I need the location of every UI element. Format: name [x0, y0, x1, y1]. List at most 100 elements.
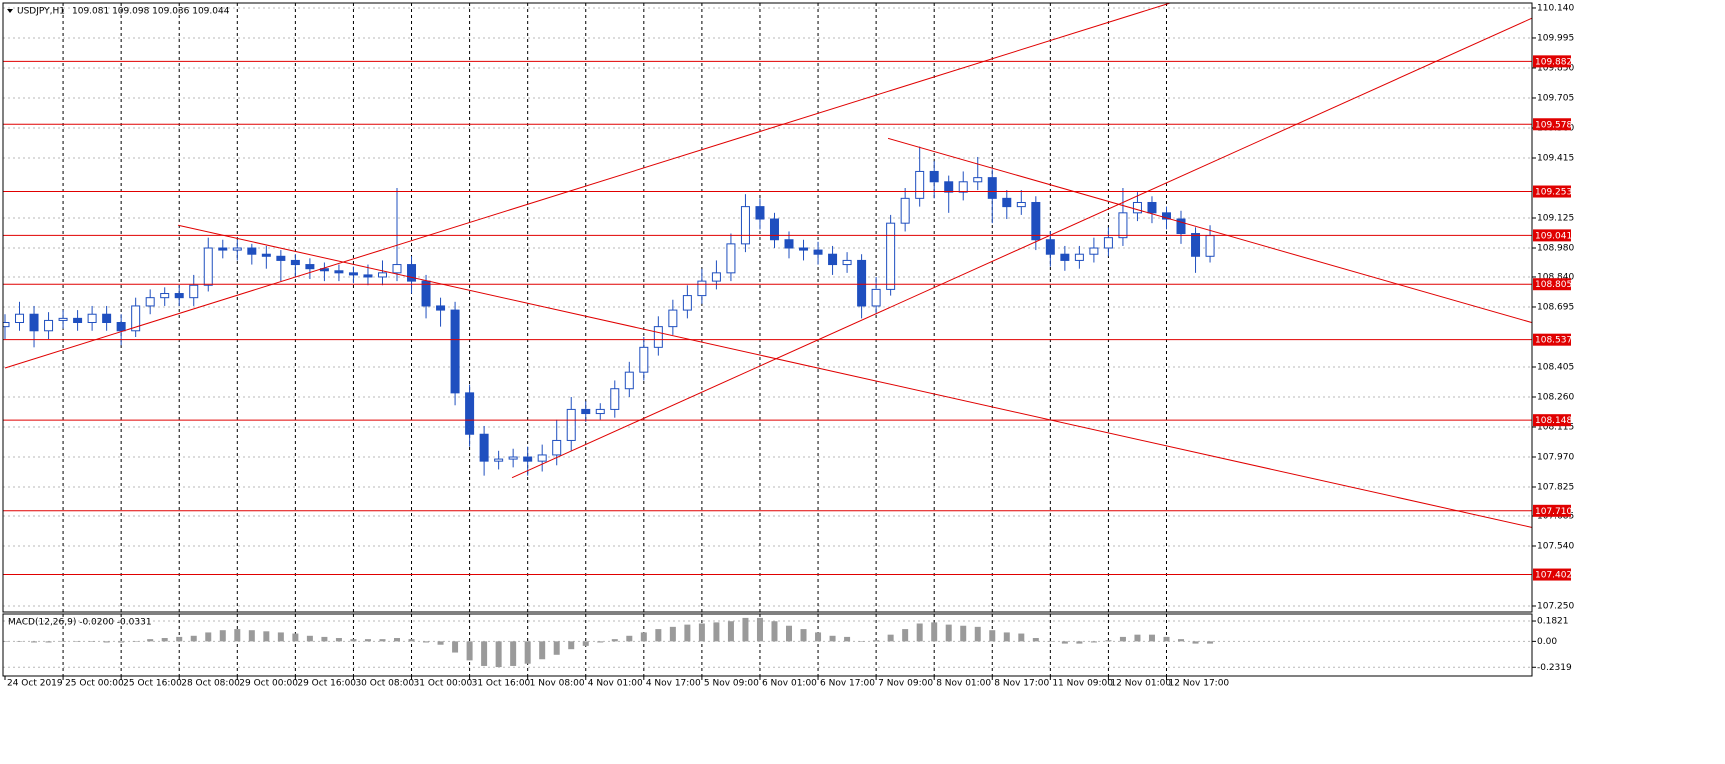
candle-body — [799, 247, 809, 251]
candle-body — [348, 272, 358, 276]
candle-body — [1045, 239, 1055, 255]
candle-body — [711, 272, 721, 282]
candle-body — [174, 293, 184, 299]
x-tick-label: 31 Oct 16:00 — [472, 679, 531, 689]
symbol-title: USDJPY,H1 — [17, 7, 65, 17]
macd-bar — [655, 629, 662, 642]
candle-body — [1074, 253, 1084, 261]
macd-bar — [902, 629, 909, 642]
candle-body — [537, 454, 547, 462]
trendline — [4, 3, 1171, 369]
macd-bar — [1178, 639, 1185, 642]
y-tick-label: 0.00 — [1537, 637, 1557, 647]
macd-bar — [147, 639, 154, 642]
candle-body — [1161, 212, 1171, 220]
candle-body — [160, 293, 170, 299]
candle-body — [682, 295, 692, 311]
x-tick-label: 25 Oct 00:00 — [65, 679, 124, 689]
macd-bar — [989, 630, 996, 642]
macd-bar — [1061, 641, 1068, 644]
main-plot — [3, 3, 1532, 612]
trendline — [887, 137, 1532, 323]
candle-body — [653, 326, 663, 348]
candle-body — [740, 206, 750, 245]
macd-bar — [452, 641, 459, 653]
macd-bar — [1090, 641, 1097, 643]
candle-body — [987, 177, 997, 199]
macd-bar — [89, 641, 96, 642]
macd-bar — [698, 623, 705, 642]
candle-body — [857, 259, 867, 307]
x-tick-label: 29 Oct 00:00 — [239, 679, 298, 689]
macd-bar — [713, 622, 720, 642]
trendline — [511, 17, 1532, 479]
candle-body — [1016, 201, 1026, 208]
candle-body — [929, 170, 939, 183]
candle-body — [218, 247, 228, 251]
main-frame — [2, 2, 1533, 613]
macd-bar — [568, 641, 575, 650]
level-label: 108.537 — [1535, 336, 1572, 346]
macd-bar — [1018, 633, 1025, 642]
macd-title: MACD(12,26,9) -0.0200 -0.0331 — [8, 618, 152, 628]
x-tick-label: 30 Oct 08:00 — [355, 679, 414, 689]
y-tick-label: 108.980 — [1537, 244, 1574, 254]
y-tick-label: 108.260 — [1537, 392, 1574, 402]
macd-bar — [292, 633, 299, 642]
candle-body — [828, 253, 838, 266]
candle-body — [886, 222, 896, 290]
level-label-box — [1533, 278, 1571, 291]
candle-body — [421, 280, 431, 307]
macd-bar — [495, 641, 502, 668]
candle-body — [392, 264, 402, 274]
candle-body — [639, 346, 649, 373]
macd-bar — [132, 641, 139, 642]
macd-bar — [190, 635, 197, 642]
candle-body — [334, 270, 344, 274]
macd-bar — [669, 626, 676, 642]
macd-bar — [248, 630, 255, 642]
candle-body — [915, 170, 925, 199]
candle-body — [1002, 197, 1012, 208]
macd-bar — [263, 631, 270, 642]
macd-bar — [611, 639, 618, 642]
macd-frame — [2, 613, 1533, 677]
macd-bar — [800, 629, 807, 642]
macd-bar — [858, 641, 865, 642]
level-label-box — [1533, 568, 1571, 581]
candle-body — [363, 274, 373, 278]
y-tick-label: -0.2319 — [1537, 663, 1572, 673]
x-tick-label: 4 Nov 01:00 — [588, 679, 643, 689]
candle-body — [407, 264, 417, 282]
macd-bar — [350, 639, 357, 642]
macd-bar — [3, 641, 8, 642]
candle-body — [1103, 237, 1113, 249]
macd-bar — [45, 641, 52, 643]
macd-bar — [756, 617, 763, 642]
macd-bar — [176, 636, 183, 642]
candle-body — [44, 319, 54, 332]
level-label: 109.041 — [1535, 231, 1572, 241]
macd-bar — [277, 632, 284, 642]
candle-body — [581, 408, 591, 415]
trendline — [178, 224, 1532, 528]
macd-bar — [161, 638, 168, 642]
candle-body — [494, 458, 504, 462]
y-tick-label: 108.115 — [1537, 423, 1574, 433]
macd-bar — [626, 635, 633, 642]
macd-bar — [1134, 634, 1141, 642]
macd-bar — [1032, 638, 1039, 642]
y-tick-label: 108.405 — [1537, 362, 1574, 372]
macd-bar — [1076, 641, 1083, 644]
level-label-box — [1533, 229, 1571, 242]
y-tick-label: 0.1821 — [1537, 617, 1569, 627]
macd-bar — [1148, 634, 1155, 642]
level-label-box — [1533, 118, 1571, 131]
y-tick-label: 107.540 — [1537, 541, 1574, 551]
candle-body — [15, 313, 25, 324]
macd-bar — [394, 638, 401, 642]
menu-arrow[interactable] — [7, 9, 13, 13]
macd-bar — [582, 641, 589, 646]
